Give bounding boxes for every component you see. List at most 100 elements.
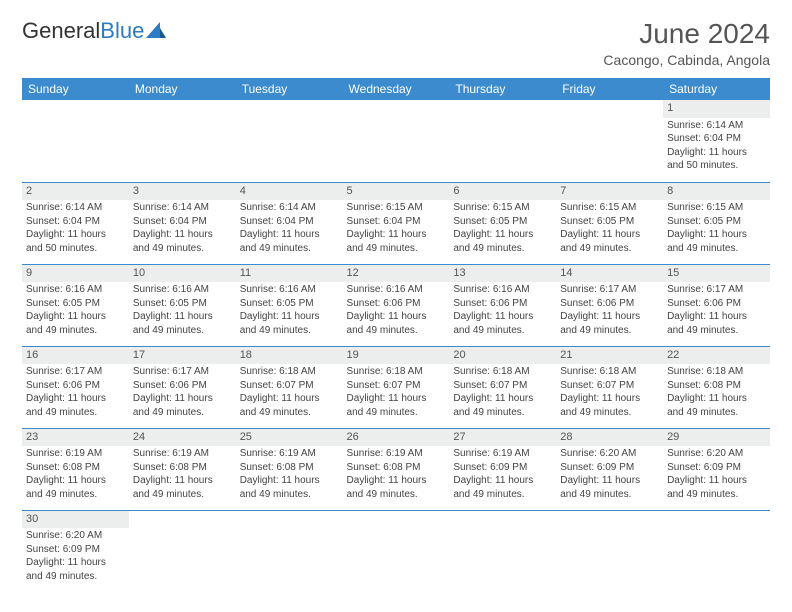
calendar-week-row: 9Sunrise: 6:16 AMSunset: 6:05 PMDaylight… bbox=[22, 264, 770, 346]
day-number-strip: 20 bbox=[449, 347, 556, 365]
day-sunset-line: Sunset: 6:05 PM bbox=[26, 297, 125, 311]
day-day2-line: and 49 minutes. bbox=[347, 242, 446, 256]
calendar-day-cell: 2Sunrise: 6:14 AMSunset: 6:04 PMDaylight… bbox=[22, 182, 129, 264]
day-header: Tuesday bbox=[236, 78, 343, 100]
day-number-strip: 12 bbox=[343, 265, 450, 283]
day-number-strip: 24 bbox=[129, 429, 236, 447]
day-day1-line: Daylight: 11 hours bbox=[667, 310, 766, 324]
day-day1-line: Daylight: 11 hours bbox=[667, 228, 766, 242]
day-number-strip: 2 bbox=[22, 183, 129, 201]
day-day2-line: and 49 minutes. bbox=[240, 406, 339, 420]
day-day1-line: Daylight: 11 hours bbox=[240, 310, 339, 324]
day-day1-line: Daylight: 11 hours bbox=[133, 392, 232, 406]
day-sunset-line: Sunset: 6:06 PM bbox=[453, 297, 552, 311]
day-day1-line: Daylight: 11 hours bbox=[26, 474, 125, 488]
calendar-day-cell bbox=[236, 100, 343, 182]
day-day1-line: Daylight: 11 hours bbox=[240, 474, 339, 488]
day-sunrise-line: Sunrise: 6:15 AM bbox=[453, 201, 552, 215]
day-day2-line: and 50 minutes. bbox=[667, 159, 766, 173]
calendar-day-cell: 13Sunrise: 6:16 AMSunset: 6:06 PMDayligh… bbox=[449, 264, 556, 346]
day-sunset-line: Sunset: 6:08 PM bbox=[26, 461, 125, 475]
brand-logo: GeneralBlue bbox=[22, 18, 166, 44]
calendar-day-cell: 9Sunrise: 6:16 AMSunset: 6:05 PMDaylight… bbox=[22, 264, 129, 346]
calendar-day-cell: 6Sunrise: 6:15 AMSunset: 6:05 PMDaylight… bbox=[449, 182, 556, 264]
day-day2-line: and 49 minutes. bbox=[347, 324, 446, 338]
day-number: 3 bbox=[133, 184, 232, 199]
day-number-strip: 16 bbox=[22, 347, 129, 365]
day-number: 4 bbox=[240, 184, 339, 199]
day-day2-line: and 49 minutes. bbox=[240, 324, 339, 338]
day-sunrise-line: Sunrise: 6:17 AM bbox=[667, 283, 766, 297]
calendar-day-cell: 3Sunrise: 6:14 AMSunset: 6:04 PMDaylight… bbox=[129, 182, 236, 264]
day-number-strip: 10 bbox=[129, 265, 236, 283]
calendar-day-cell bbox=[22, 100, 129, 182]
calendar-day-cell: 7Sunrise: 6:15 AMSunset: 6:05 PMDaylight… bbox=[556, 182, 663, 264]
day-day2-line: and 49 minutes. bbox=[667, 406, 766, 420]
day-day2-line: and 49 minutes. bbox=[560, 488, 659, 502]
day-header: Friday bbox=[556, 78, 663, 100]
day-sunset-line: Sunset: 6:05 PM bbox=[240, 297, 339, 311]
day-sunset-line: Sunset: 6:04 PM bbox=[667, 132, 766, 146]
day-day2-line: and 49 minutes. bbox=[453, 324, 552, 338]
calendar-day-cell: 18Sunrise: 6:18 AMSunset: 6:07 PMDayligh… bbox=[236, 346, 343, 428]
day-number-strip: 4 bbox=[236, 183, 343, 201]
day-sunset-line: Sunset: 6:07 PM bbox=[347, 379, 446, 393]
day-number-strip: 3 bbox=[129, 183, 236, 201]
day-sunset-line: Sunset: 6:04 PM bbox=[26, 215, 125, 229]
day-number-strip: 9 bbox=[22, 265, 129, 283]
calendar-day-cell: 11Sunrise: 6:16 AMSunset: 6:05 PMDayligh… bbox=[236, 264, 343, 346]
day-number-strip: 22 bbox=[663, 347, 770, 365]
day-number-strip: 25 bbox=[236, 429, 343, 447]
day-sunset-line: Sunset: 6:09 PM bbox=[453, 461, 552, 475]
day-day2-line: and 49 minutes. bbox=[133, 488, 232, 502]
day-day2-line: and 49 minutes. bbox=[26, 570, 125, 584]
day-day2-line: and 50 minutes. bbox=[26, 242, 125, 256]
calendar-day-cell: 10Sunrise: 6:16 AMSunset: 6:05 PMDayligh… bbox=[129, 264, 236, 346]
calendar-day-cell bbox=[236, 510, 343, 592]
day-day1-line: Daylight: 11 hours bbox=[133, 310, 232, 324]
day-sunset-line: Sunset: 6:09 PM bbox=[560, 461, 659, 475]
calendar-table: SundayMondayTuesdayWednesdayThursdayFrid… bbox=[22, 78, 770, 592]
brand-part2: Blue bbox=[100, 18, 144, 43]
day-number-strip: 1 bbox=[663, 100, 770, 118]
day-number-strip: 17 bbox=[129, 347, 236, 365]
day-number: 15 bbox=[667, 266, 766, 281]
day-day2-line: and 49 minutes. bbox=[667, 488, 766, 502]
day-sunset-line: Sunset: 6:07 PM bbox=[560, 379, 659, 393]
day-number: 9 bbox=[26, 266, 125, 281]
day-sunrise-line: Sunrise: 6:20 AM bbox=[560, 447, 659, 461]
day-number: 23 bbox=[26, 430, 125, 445]
day-number-strip: 13 bbox=[449, 265, 556, 283]
day-number: 24 bbox=[133, 430, 232, 445]
day-number: 28 bbox=[560, 430, 659, 445]
day-sunset-line: Sunset: 6:04 PM bbox=[133, 215, 232, 229]
day-sunset-line: Sunset: 6:07 PM bbox=[453, 379, 552, 393]
day-number: 19 bbox=[347, 348, 446, 363]
day-day1-line: Daylight: 11 hours bbox=[453, 392, 552, 406]
calendar-day-cell bbox=[556, 100, 663, 182]
day-sunset-line: Sunset: 6:04 PM bbox=[240, 215, 339, 229]
calendar-day-cell: 16Sunrise: 6:17 AMSunset: 6:06 PMDayligh… bbox=[22, 346, 129, 428]
day-sunrise-line: Sunrise: 6:18 AM bbox=[560, 365, 659, 379]
calendar-day-cell: 17Sunrise: 6:17 AMSunset: 6:06 PMDayligh… bbox=[129, 346, 236, 428]
calendar-day-cell bbox=[556, 510, 663, 592]
day-day1-line: Daylight: 11 hours bbox=[667, 392, 766, 406]
day-sunrise-line: Sunrise: 6:15 AM bbox=[560, 201, 659, 215]
day-day1-line: Daylight: 11 hours bbox=[453, 474, 552, 488]
calendar-day-cell bbox=[449, 510, 556, 592]
day-sunrise-line: Sunrise: 6:16 AM bbox=[133, 283, 232, 297]
day-sunrise-line: Sunrise: 6:19 AM bbox=[240, 447, 339, 461]
day-day1-line: Daylight: 11 hours bbox=[560, 474, 659, 488]
day-number-strip: 28 bbox=[556, 429, 663, 447]
calendar-day-cell: 28 Sunrise: 6:20 AMSunset: 6:09 PMDayligh… bbox=[556, 428, 663, 510]
day-day1-line: Daylight: 11 hours bbox=[347, 392, 446, 406]
day-day1-line: Daylight: 11 hours bbox=[240, 392, 339, 406]
day-sunset-line: Sunset: 6:04 PM bbox=[347, 215, 446, 229]
day-sunrise-line: Sunrise: 6:14 AM bbox=[240, 201, 339, 215]
calendar-week-row: 16Sunrise: 6:17 AMSunset: 6:06 PMDayligh… bbox=[22, 346, 770, 428]
calendar-day-cell bbox=[449, 100, 556, 182]
day-number-strip: 18 bbox=[236, 347, 343, 365]
day-day1-line: Daylight: 11 hours bbox=[26, 556, 125, 570]
day-number: 25 bbox=[240, 430, 339, 445]
day-day1-line: Daylight: 11 hours bbox=[667, 146, 766, 160]
